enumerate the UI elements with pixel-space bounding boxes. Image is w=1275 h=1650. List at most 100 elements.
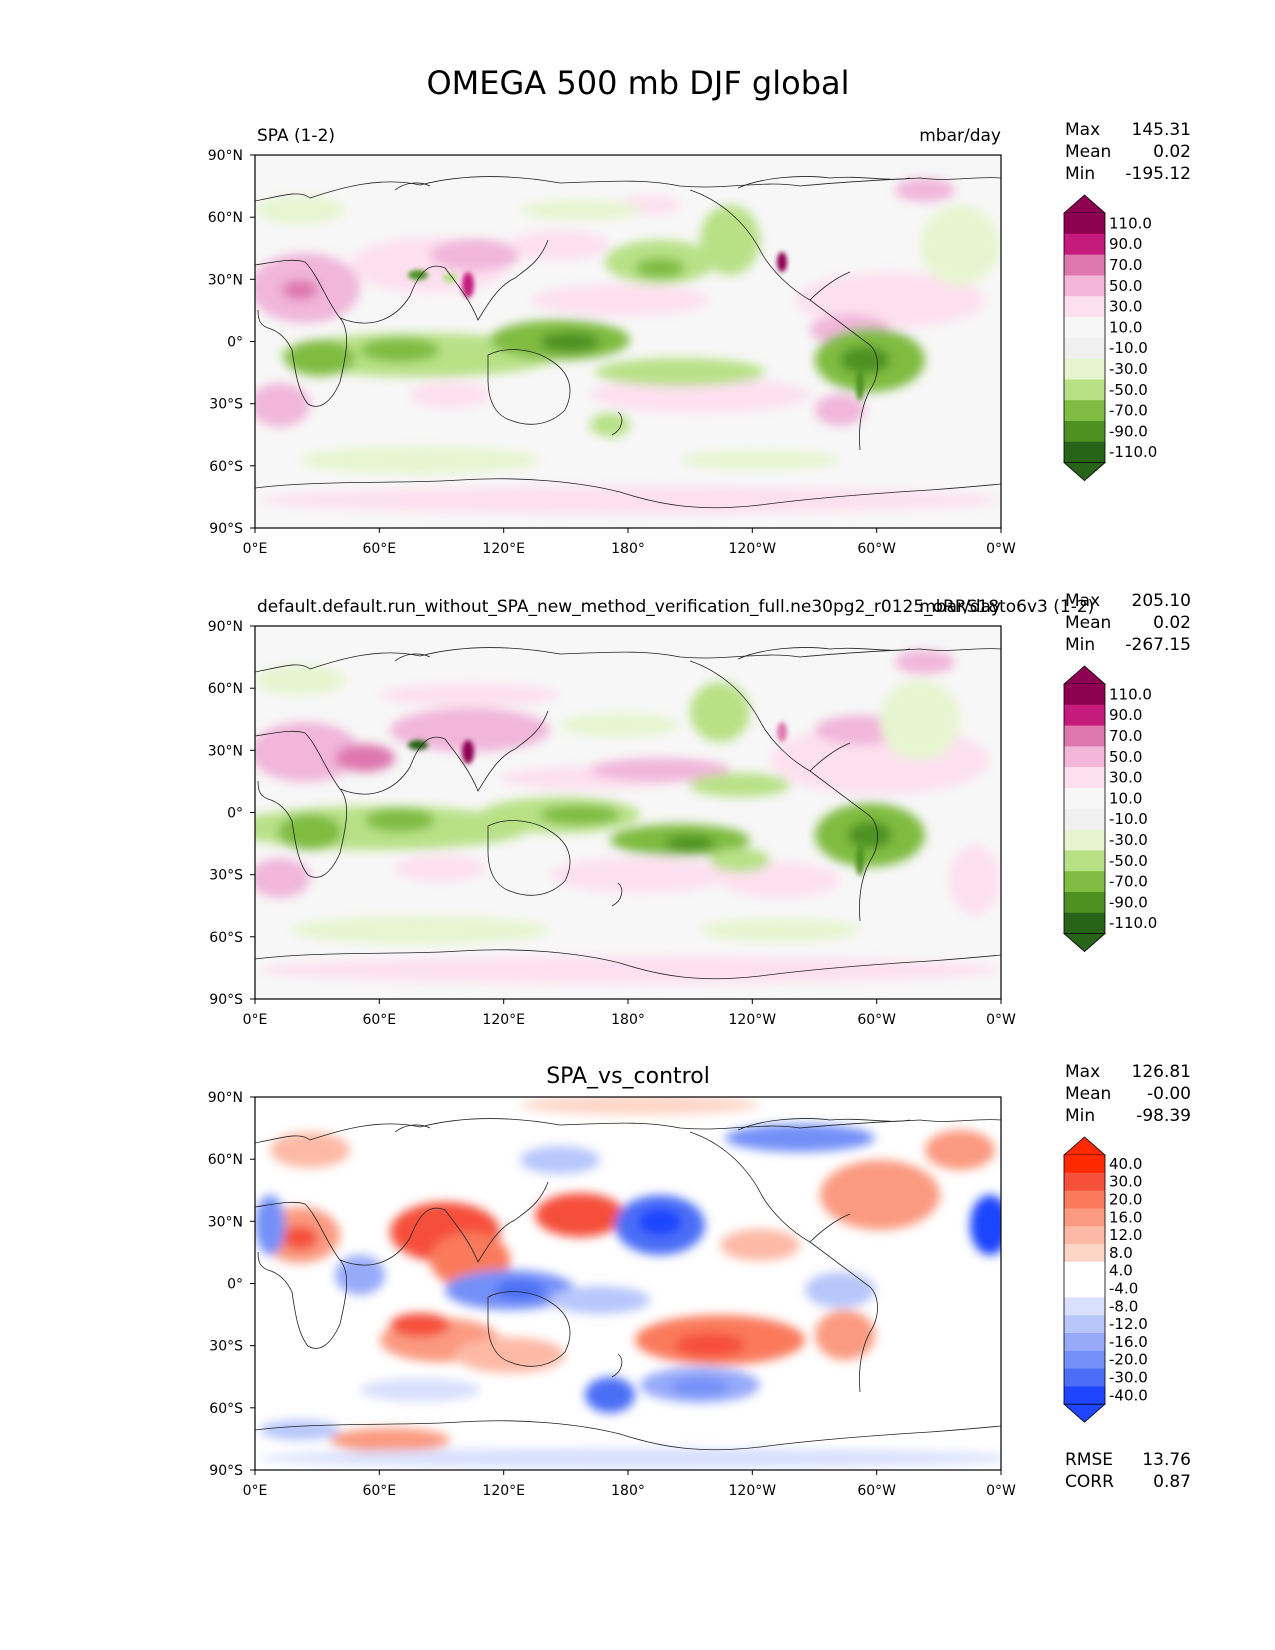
panel-1-stats: Max 145.31 Mean 0.02 Min -195.12 [1065, 120, 1191, 184]
panel-1-yticks: 90°N 60°N 30°N 0° 30°S 60°S 90°S [208, 148, 255, 537]
colorbar-segment [1064, 1350, 1105, 1370]
colorbar-segment [1064, 808, 1105, 831]
panel-3-center-title: SPA_vs_control [546, 1064, 710, 1089]
panel-3-xticks: 0°E 60°E 120°E 180° 120°W 60°W 0°W [243, 1470, 1016, 1499]
colorbar-segment [1064, 1244, 1105, 1263]
colorbar-tick-label: 30.0 [1109, 298, 1142, 316]
panel-2-colorbar: 110.0 90.0 70.0 50.0 30.0 10.0 -10.0 -30.0 -50.0… [1062, 665, 1157, 953]
panel-1-map [255, 155, 1001, 528]
figure-title: OMEGA 500 mb DJF global [426, 64, 849, 102]
x-tick-label: 180° [611, 1012, 645, 1028]
y-tick-label: 30°N [208, 743, 243, 759]
x-tick-label: 60°W [857, 1483, 896, 1499]
x-tick-label: 60°E [362, 1483, 396, 1499]
colorbar-tick-label: 70.0 [1109, 727, 1142, 745]
colorbar-tick-label: 30.0 [1109, 1173, 1142, 1191]
stat-max-label: Max [1065, 120, 1100, 140]
colorbar-tick-label: 110.0 [1109, 214, 1152, 232]
colorbar-tick-label: 10.0 [1109, 318, 1142, 336]
y-tick-label: 0° [227, 335, 243, 351]
colorbar-tick-label: -50.0 [1109, 852, 1148, 870]
colorbar-segment [1064, 684, 1105, 706]
colorbar-tick-label: 70.0 [1109, 256, 1142, 274]
colorbar-segment [1064, 1155, 1105, 1174]
colorbar-segment [1064, 296, 1105, 318]
colorbar-segment [1064, 850, 1105, 872]
stat-mean-label: Mean [1065, 613, 1111, 633]
stat-mean-label: Mean [1065, 1084, 1111, 1104]
stat-mean-value: 0.02 [1153, 142, 1191, 162]
stat-max-value: 205.10 [1132, 591, 1191, 611]
colorbar-segment [1064, 871, 1105, 893]
panel-1: SPA (1-2) mbar/day [208, 120, 1191, 557]
stat-min-value: -195.12 [1125, 164, 1191, 184]
colorbar-extend-max [1062, 665, 1107, 685]
x-tick-label: 120°W [729, 541, 777, 557]
y-tick-label: 90°S [209, 521, 243, 537]
x-tick-label: 0°W [986, 541, 1016, 557]
y-tick-label: 30°S [209, 1339, 243, 1355]
x-tick-label: 60°E [362, 1012, 396, 1028]
panel-2-stats: Max 205.10 Mean 0.02 Min -267.15 [1065, 591, 1191, 655]
colorbar-segment [1064, 746, 1105, 768]
colorbar-tick-label: 40.0 [1109, 1155, 1142, 1173]
colorbar-tick-label: 16.0 [1109, 1208, 1142, 1226]
colorbar-tick-label: 90.0 [1109, 706, 1142, 724]
y-tick-label: 0° [227, 806, 243, 822]
colorbar-extend-max [1062, 194, 1107, 214]
panel-3-yticks: 90°N 60°N 30°N 0° 30°S 60°S 90°S [208, 1090, 255, 1479]
colorbar-outline [1063, 1155, 1106, 1405]
colorbar-tick-label: -30.0 [1109, 360, 1148, 378]
y-tick-label: 60°N [208, 681, 243, 697]
x-tick-label: 180° [611, 1483, 645, 1499]
panel-2-left-title: default.default.run_without_SPA_new_meth… [257, 597, 1094, 617]
colorbar-tick-label: 30.0 [1109, 769, 1142, 787]
y-tick-label: 30°S [209, 868, 243, 884]
colorbar-extend-min [1062, 933, 1107, 953]
colorbar-tick-label: -90.0 [1109, 422, 1148, 440]
colorbar-segment [1064, 1190, 1105, 1209]
y-tick-label: 60°S [209, 930, 243, 946]
colorbar-segment [1064, 421, 1105, 443]
x-tick-label: 120°W [729, 1483, 777, 1499]
colorbar-tick-label: -12.0 [1109, 1315, 1148, 1333]
x-tick-label: 120°W [729, 1012, 777, 1028]
x-tick-label: 0°E [243, 541, 268, 557]
colorbar-tick-label: 50.0 [1109, 748, 1142, 766]
colorbar-tick-label: -70.0 [1109, 873, 1148, 891]
y-tick-label: 30°N [208, 272, 243, 288]
colorbar-tick-label: 110.0 [1109, 685, 1152, 703]
stat-mean-label: Mean [1065, 142, 1111, 162]
stat-max-label: Max [1065, 591, 1100, 611]
colorbar-tick-label: -20.0 [1109, 1351, 1148, 1369]
colorbar-tick-label: -50.0 [1109, 381, 1148, 399]
y-tick-label: 30°S [209, 397, 243, 413]
stat-mean-value: 0.02 [1153, 613, 1191, 633]
panel-1-right-title: mbar/day [919, 126, 1001, 146]
colorbar-segment [1064, 337, 1105, 360]
x-tick-label: 120°E [482, 541, 525, 557]
colorbar-tick-label: -70.0 [1109, 402, 1148, 420]
colorbar-tick-label: 20.0 [1109, 1191, 1142, 1209]
stat-min-label: Min [1065, 164, 1095, 184]
colorbar-segment [1064, 1279, 1105, 1298]
panel-3-stats: Max 126.81 Mean -0.00 Min -98.39 RMSE 13… [1065, 1062, 1191, 1492]
colorbar-outline [1063, 684, 1106, 934]
panel-3-map [255, 1097, 1001, 1470]
colorbar-segment [1064, 1172, 1105, 1192]
y-tick-label: 90°S [209, 1463, 243, 1479]
colorbar-segment [1064, 317, 1105, 339]
panel-1-xticks: 0°E 60°E 120°E 180° 120°W 60°W 0°W [243, 528, 1016, 557]
colorbar-segment [1064, 441, 1105, 464]
stat-max-value: 145.31 [1132, 120, 1191, 140]
y-tick-label: 90°N [208, 619, 243, 635]
x-tick-label: 0°E [243, 1483, 268, 1499]
colorbar-segment [1064, 275, 1105, 297]
x-tick-label: 60°W [857, 1012, 896, 1028]
x-tick-label: 0°E [243, 1012, 268, 1028]
stat-min-label: Min [1065, 635, 1095, 655]
colorbar-segment [1064, 1315, 1105, 1334]
x-tick-label: 0°W [986, 1012, 1016, 1028]
panel-1-colorbar: 110.0 90.0 70.0 50.0 30.0 10.0 -10.0 -30.0 -50.0… [1062, 194, 1157, 482]
y-tick-label: 90°N [208, 148, 243, 164]
